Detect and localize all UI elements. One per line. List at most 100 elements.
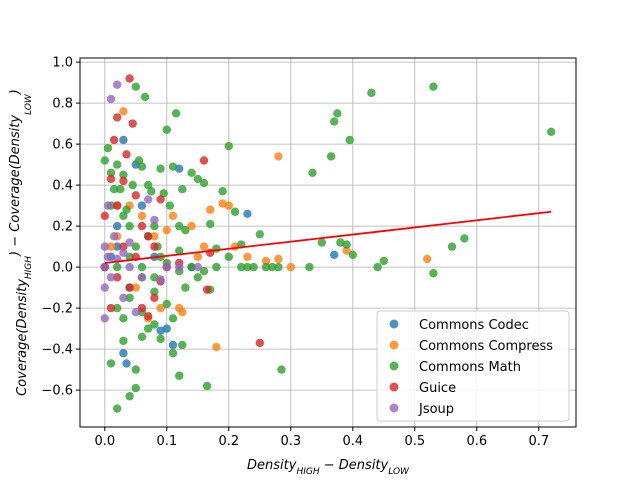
point-commons-math: [243, 262, 252, 272]
point-commons-math: [348, 250, 357, 259]
point-commons-math: [255, 230, 264, 239]
point-commons-compress: [131, 283, 140, 292]
point-commons-compress: [199, 242, 209, 251]
point-commons-compress: [187, 221, 196, 231]
point-commons-math: [162, 299, 171, 309]
point-commons-math: [168, 314, 178, 323]
point-guice: [113, 113, 122, 122]
point-commons-math: [373, 262, 382, 272]
point-commons-codec: [119, 349, 128, 358]
y-axis-label: Coverage(DensityHIGH) − Coverage(Density…: [8, 89, 35, 396]
point-commons-math: [162, 125, 171, 134]
point-commons-codec: [168, 340, 178, 350]
point-guice: [137, 303, 147, 313]
point-commons-math: [187, 262, 196, 272]
y-tick-label: 0.4: [52, 179, 73, 194]
legend-marker-commons-compress: [389, 340, 399, 350]
legend-box: [376, 310, 570, 422]
legend-marker-commons-math: [389, 361, 399, 371]
point-commons-compress: [178, 308, 187, 317]
point-commons-math: [131, 82, 140, 91]
point-commons-compress: [423, 254, 432, 264]
point-commons-math: [113, 262, 122, 272]
point-commons-compress: [162, 226, 171, 235]
y-tick-label: −0.6: [41, 384, 73, 399]
point-commons-math: [178, 185, 187, 194]
point-commons-math: [106, 168, 116, 177]
point-jsoup: [131, 308, 140, 317]
point-guice: [199, 156, 209, 165]
point-commons-math: [168, 162, 178, 171]
point-commons-compress: [150, 232, 159, 241]
point-commons-math: [317, 238, 326, 247]
point-commons-math: [330, 117, 339, 126]
point-commons-math: [119, 314, 128, 323]
point-jsoup: [137, 273, 147, 282]
point-guice: [113, 201, 122, 210]
point-commons-math: [128, 180, 137, 190]
point-commons-math: [175, 221, 184, 231]
point-commons-math: [106, 359, 116, 368]
point-commons-math: [150, 320, 159, 329]
legend-label-jsoup: Jsoup: [418, 402, 454, 417]
point-commons-codec: [119, 135, 128, 145]
point-commons-codec: [113, 242, 122, 251]
point-commons-math: [144, 324, 153, 333]
point-commons-math: [345, 135, 354, 145]
point-commons-math: [447, 242, 457, 251]
point-jsoup: [125, 238, 134, 247]
point-commons-math: [178, 340, 187, 350]
point-jsoup: [156, 275, 165, 284]
point-commons-math: [150, 287, 159, 296]
point-commons-compress: [224, 201, 233, 210]
point-jsoup: [100, 314, 110, 323]
point-commons-compress: [274, 152, 283, 161]
trend-line: [104, 210, 552, 264]
point-guice: [100, 211, 110, 221]
point-commons-math: [237, 262, 246, 272]
point-guice: [106, 174, 116, 184]
point-commons-math: [137, 262, 147, 272]
point-guice: [131, 191, 140, 200]
point-jsoup: [103, 201, 113, 210]
y-tick-label: −0.2: [41, 302, 73, 317]
point-commons-codec: [243, 209, 252, 218]
point-commons-math: [206, 219, 215, 229]
point-commons-compress: [193, 252, 202, 262]
y-tick-label: 0.0: [52, 261, 73, 276]
point-commons-math: [181, 226, 190, 235]
point-commons-math: [131, 383, 140, 393]
point-commons-math: [156, 164, 165, 173]
point-commons-codec: [113, 221, 122, 231]
point-guice: [202, 285, 212, 294]
point-jsoup: [119, 293, 128, 303]
legend-label-commons-codec: Commons Codec: [419, 318, 529, 333]
point-commons-math: [187, 168, 196, 177]
point-commons-math: [460, 234, 469, 243]
trend-line-group: [104, 210, 552, 264]
point-commons-math: [305, 262, 314, 272]
point-commons-math: [175, 371, 184, 380]
point-commons-math: [379, 256, 388, 266]
point-commons-math: [156, 334, 165, 344]
point-commons-codec: [330, 250, 339, 259]
point-commons-compress: [106, 242, 116, 251]
point-commons-math: [261, 262, 271, 272]
point-commons-math: [274, 262, 283, 272]
point-commons-math: [131, 242, 140, 251]
point-commons-math: [326, 152, 336, 161]
point-commons-math: [199, 267, 209, 276]
point-commons-compress: [261, 256, 271, 266]
y-tick-label: −0.4: [41, 343, 73, 358]
point-commons-codec: [122, 359, 131, 368]
point-commons-math: [268, 262, 277, 272]
point-commons-codec: [137, 201, 147, 210]
point-commons-compress: [274, 254, 283, 264]
point-guice: [150, 242, 159, 251]
point-commons-math: [199, 178, 209, 188]
point-commons-math: [277, 365, 286, 374]
point-commons-compress: [168, 211, 178, 221]
point-commons-math: [113, 160, 122, 169]
legend: Commons Codec Commons Compress Commons Mat…: [376, 310, 570, 422]
